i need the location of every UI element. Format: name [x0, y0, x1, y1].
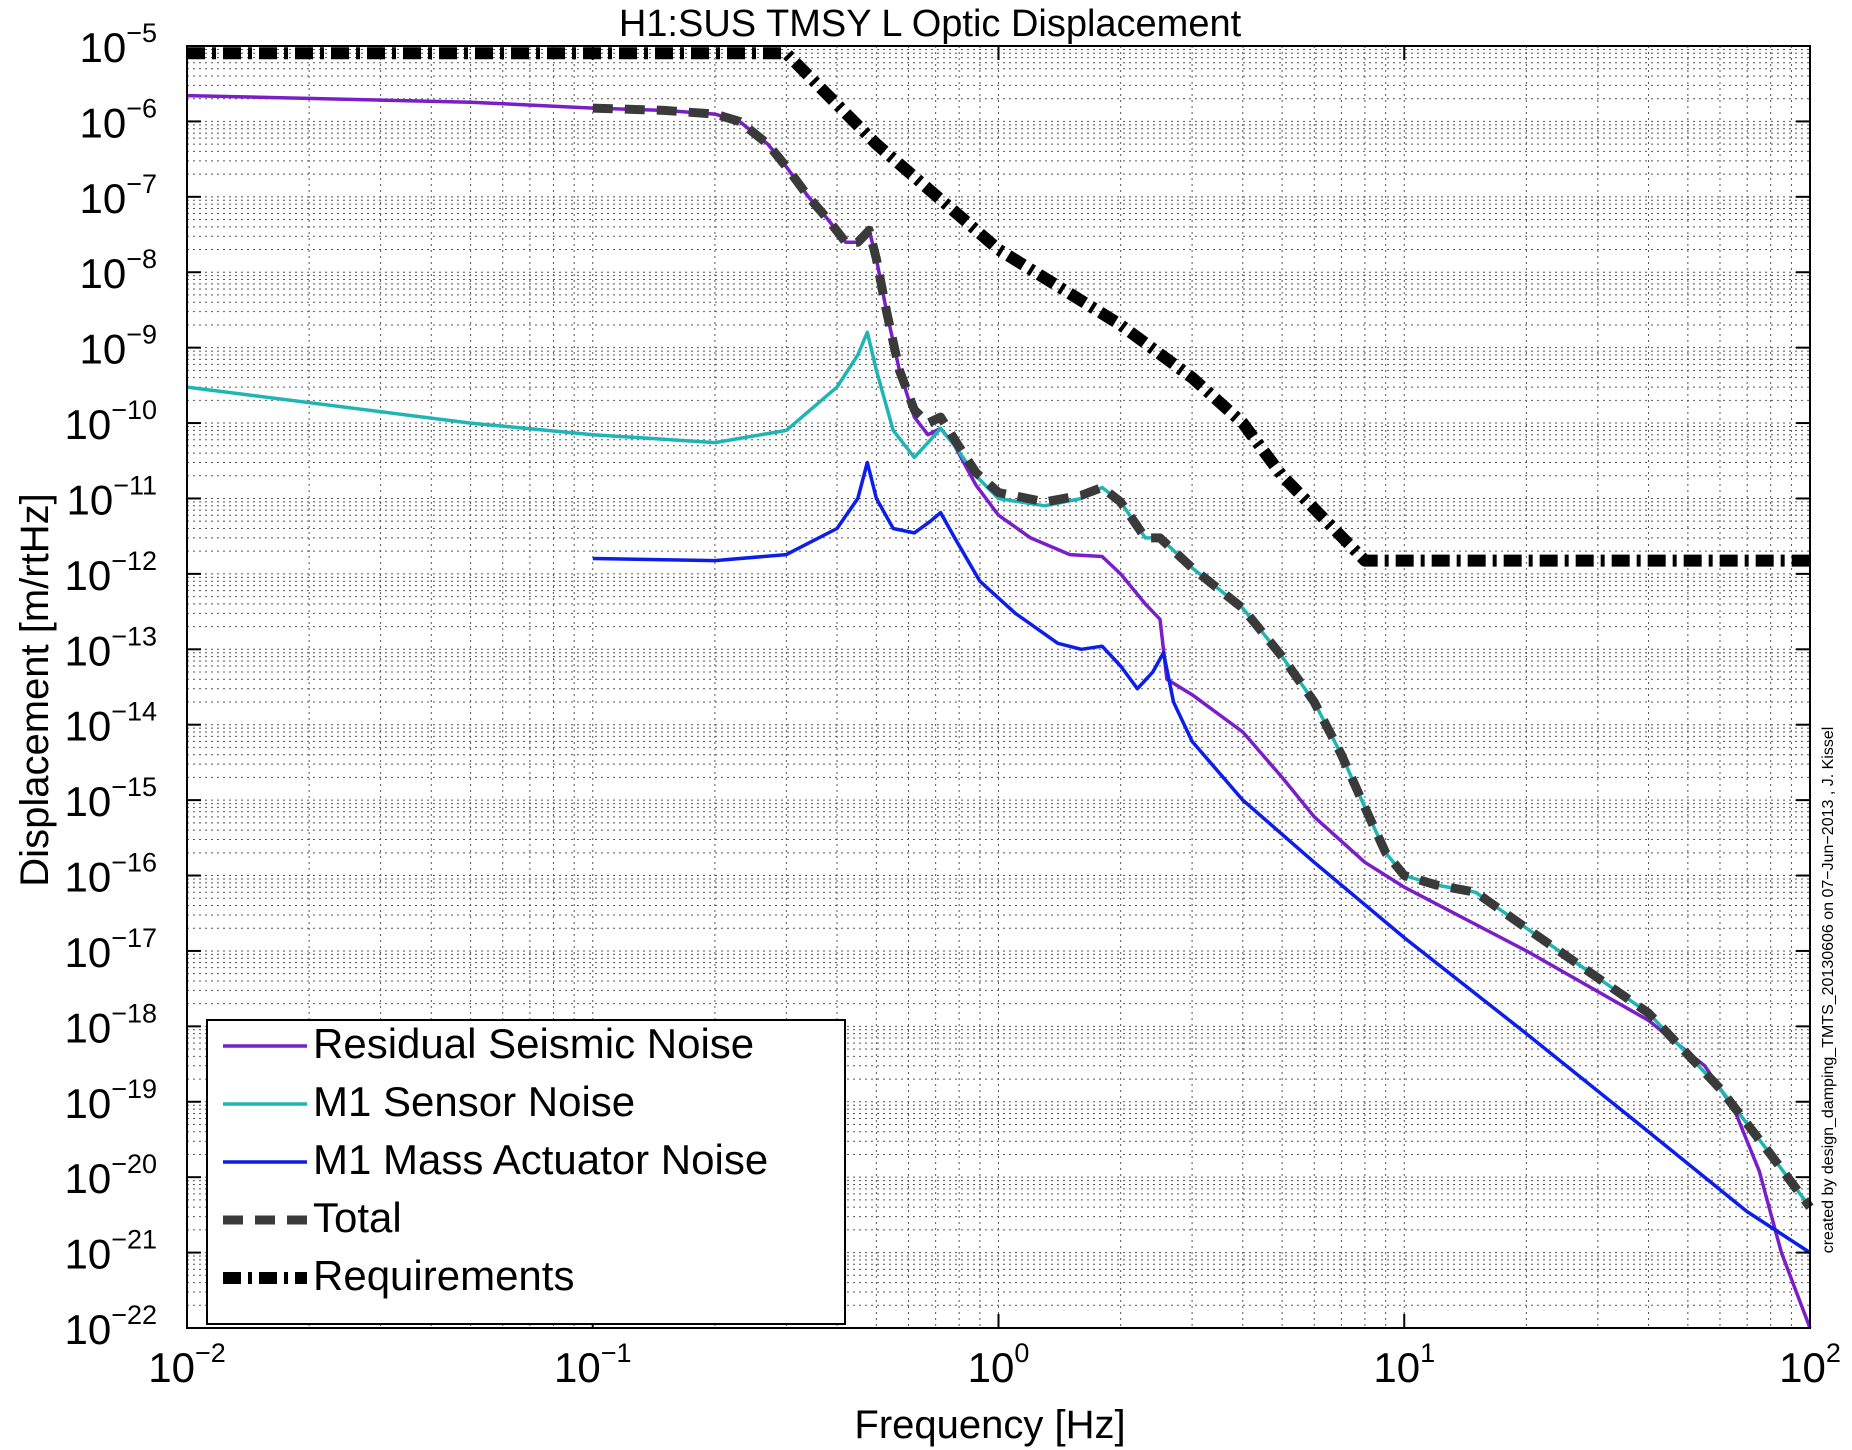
legend-entry: M1 Sensor Noise: [313, 1078, 635, 1125]
chart-title: H1:SUS TMSY L Optic Displacement: [619, 3, 1242, 45]
y-tick-label: 10−22: [64, 1300, 157, 1353]
series-line-4: [187, 47, 1810, 567]
y-tick-label: 10−6: [79, 93, 157, 146]
x-tick-label: 10−1: [554, 1338, 632, 1391]
y-tick-label: 10−5: [79, 18, 157, 71]
series-line-2: [592, 460, 1811, 1255]
series-line-3: [592, 103, 1814, 1210]
x-tick-labels: 10−2 10−1 100 101 102: [148, 1338, 1841, 1391]
y-tick-label: 10−8: [79, 244, 157, 297]
y-tick-label: 10−20: [64, 1149, 157, 1202]
y-tick-labels: 10−5 10−6 10−7 10−8 10−9 10−10 10−11 10−12 10−13…: [64, 18, 157, 1353]
legend: Residual Seismic Noise M1 Sensor Noise M1 …: [206, 1019, 846, 1325]
legend-entry: Residual Seismic Noise: [313, 1020, 754, 1067]
series-layer: [186, 47, 1814, 1329]
y-tick-label: 10−14: [64, 697, 157, 750]
y-tick-label: 10−17: [64, 923, 157, 976]
y-tick-label: 10−18: [64, 998, 157, 1051]
y-tick-label: 10−11: [66, 470, 157, 523]
y-tick-label: 10−19: [64, 1074, 157, 1127]
y-tick-label: 10−13: [64, 621, 157, 674]
y-tick-label: 10−15: [64, 772, 157, 825]
y-tick-label: 10−10: [64, 395, 157, 448]
x-tick-label: 10−2: [148, 1338, 226, 1391]
y-tick-label: 10−9: [79, 320, 157, 373]
y-tick-label: 10−7: [79, 169, 157, 222]
x-tick-label: 102: [1779, 1338, 1841, 1391]
chart-annotation: created by design_damping_TMTS_20130606 …: [1820, 727, 1837, 1254]
ticks: [186, 45, 1811, 1329]
series-line-0: [186, 93, 1812, 1329]
y-tick-label: 10−16: [64, 848, 157, 901]
x-tick-label: 100: [968, 1338, 1030, 1391]
legend-box: [206, 1019, 846, 1325]
legend-entry: M1 Mass Actuator Noise: [313, 1136, 768, 1183]
y-tick-label: 10−12: [64, 546, 157, 599]
y-axis-label: Displacement [m/rtHz]: [13, 493, 57, 886]
x-tick-label: 101: [1373, 1338, 1435, 1391]
x-axis-label: Frequency [Hz]: [854, 1403, 1125, 1447]
legend-entry: Requirements: [313, 1252, 574, 1299]
y-tick-label: 10−21: [64, 1225, 157, 1278]
legend-entry: Total: [313, 1194, 402, 1241]
